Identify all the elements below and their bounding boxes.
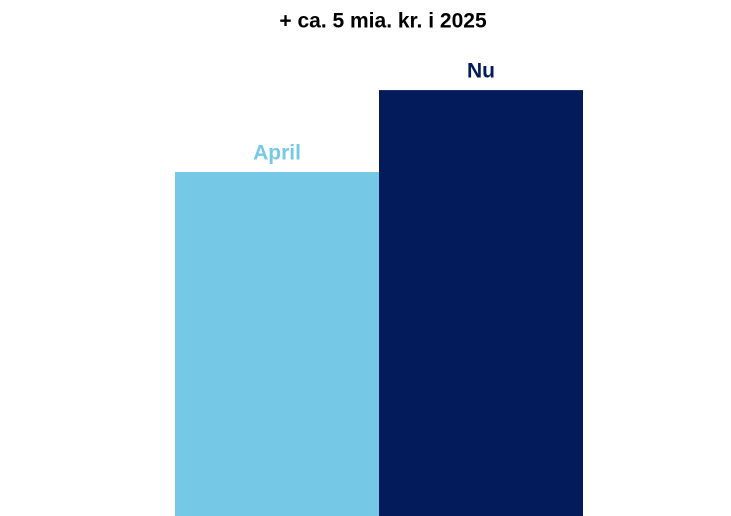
category-label: Nu [467,60,495,83]
category-label: April [253,142,301,165]
bar [379,90,583,516]
bar [175,172,379,516]
chart-title: + ca. 5 mia. kr. i 2025 [279,10,487,33]
